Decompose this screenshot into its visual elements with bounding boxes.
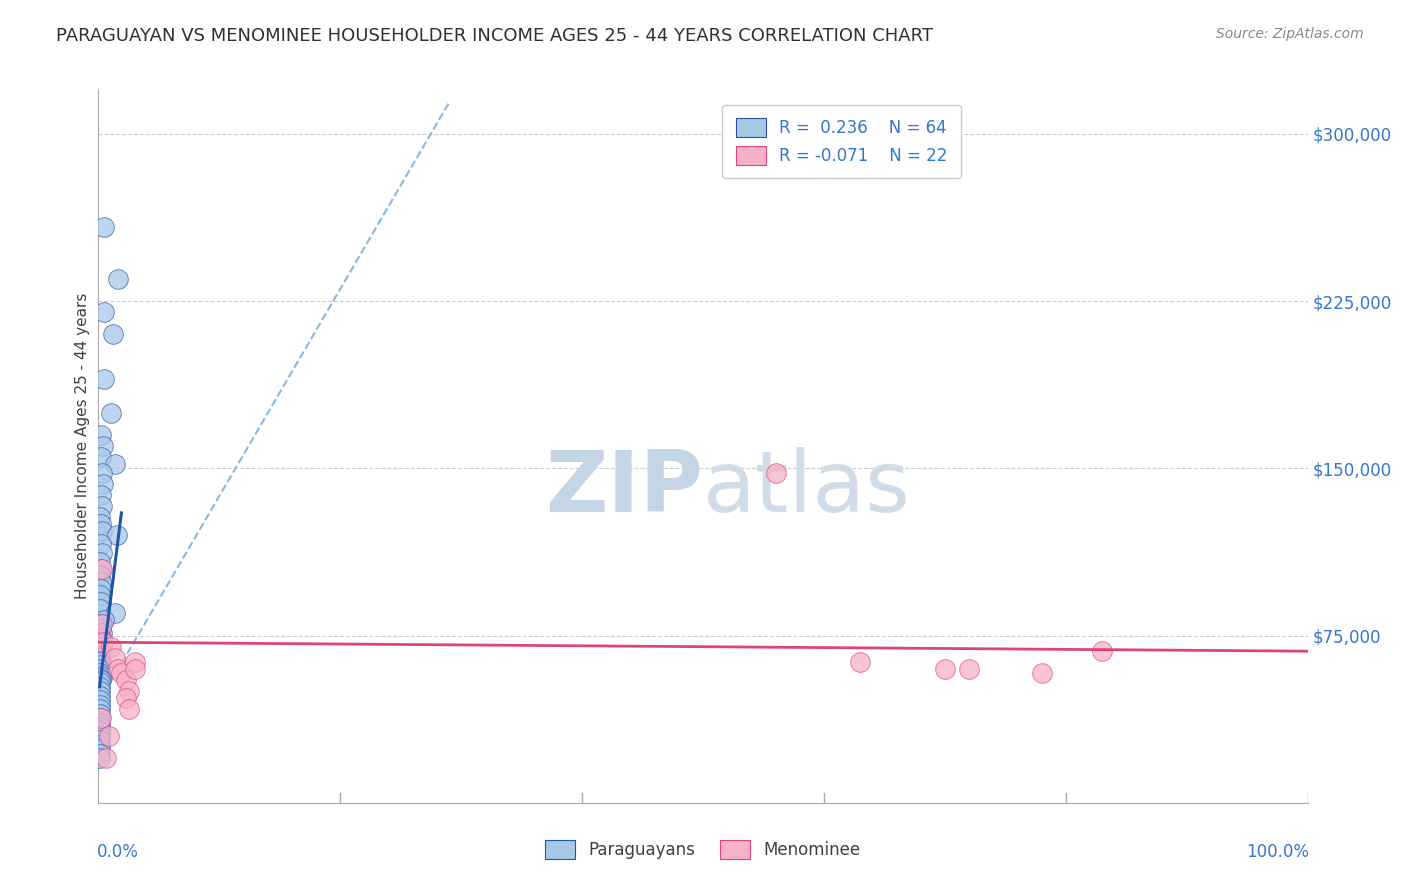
- Legend: R =  0.236    N = 64, R = -0.071    N = 22: R = 0.236 N = 64, R = -0.071 N = 22: [723, 104, 960, 178]
- Point: [849, 655, 872, 669]
- Point: [101, 327, 124, 342]
- Point: [98, 729, 121, 743]
- Point: [90, 427, 112, 442]
- Point: [107, 662, 129, 676]
- Point: [91, 635, 114, 649]
- Point: [124, 655, 146, 669]
- Point: [89, 733, 111, 747]
- Point: [90, 657, 112, 672]
- Point: [89, 680, 111, 694]
- Point: [91, 546, 114, 560]
- Point: [91, 439, 114, 453]
- Point: [107, 271, 129, 285]
- Point: [91, 562, 114, 576]
- Point: [90, 595, 112, 609]
- Point: [934, 662, 956, 676]
- Point: [104, 457, 127, 471]
- Point: [90, 517, 112, 532]
- Point: [89, 671, 111, 685]
- Point: [89, 738, 111, 752]
- Point: [89, 635, 111, 649]
- Point: [89, 742, 111, 756]
- Point: [89, 666, 111, 681]
- Point: [91, 524, 114, 538]
- Text: ZIP: ZIP: [546, 447, 703, 531]
- Point: [89, 729, 111, 743]
- Point: [89, 648, 111, 663]
- Point: [90, 622, 112, 636]
- Point: [94, 751, 117, 765]
- Point: [89, 589, 111, 603]
- Point: [90, 537, 112, 551]
- Text: atlas: atlas: [703, 447, 911, 531]
- Point: [118, 684, 141, 698]
- Point: [90, 617, 112, 632]
- Point: [89, 751, 111, 765]
- Point: [93, 372, 115, 386]
- Text: Source: ZipAtlas.com: Source: ZipAtlas.com: [1216, 27, 1364, 41]
- Point: [89, 601, 111, 615]
- Point: [765, 466, 787, 480]
- Point: [93, 305, 115, 319]
- Point: [89, 747, 111, 761]
- Point: [91, 500, 114, 514]
- Point: [100, 405, 122, 419]
- Point: [90, 711, 112, 725]
- Point: [91, 626, 114, 640]
- Point: [89, 724, 111, 739]
- Point: [90, 574, 112, 589]
- Point: [90, 669, 112, 683]
- Y-axis label: Householder Income Ages 25 - 44 years: Householder Income Ages 25 - 44 years: [75, 293, 90, 599]
- Point: [957, 662, 980, 676]
- Point: [89, 715, 111, 730]
- Point: [90, 631, 112, 645]
- Point: [93, 220, 115, 235]
- Point: [91, 617, 114, 632]
- Text: 100.0%: 100.0%: [1246, 843, 1309, 861]
- Point: [105, 528, 128, 542]
- Point: [89, 568, 111, 582]
- Point: [91, 476, 114, 491]
- Point: [89, 706, 111, 721]
- Point: [89, 675, 111, 690]
- Point: [90, 673, 112, 687]
- Point: [118, 702, 141, 716]
- Point: [110, 666, 132, 681]
- Point: [91, 466, 114, 480]
- Point: [100, 640, 122, 654]
- Point: [104, 651, 127, 665]
- Point: [89, 555, 111, 569]
- Point: [90, 651, 112, 665]
- Point: [104, 607, 127, 621]
- Point: [89, 720, 111, 734]
- Point: [89, 702, 111, 716]
- Point: [90, 582, 112, 596]
- Point: [89, 693, 111, 707]
- Point: [115, 673, 138, 687]
- Point: [90, 450, 112, 464]
- Point: [89, 662, 111, 676]
- Point: [1031, 666, 1053, 681]
- Point: [1091, 644, 1114, 658]
- Point: [91, 644, 114, 658]
- Point: [90, 562, 112, 576]
- Point: [89, 711, 111, 725]
- Point: [89, 698, 111, 712]
- Point: [93, 613, 115, 627]
- Point: [124, 662, 146, 676]
- Point: [89, 684, 111, 698]
- Point: [115, 690, 138, 705]
- Point: [89, 510, 111, 524]
- Point: [90, 488, 112, 502]
- Text: 0.0%: 0.0%: [97, 843, 139, 861]
- Point: [90, 640, 112, 654]
- Point: [89, 689, 111, 703]
- Text: PARAGUAYAN VS MENOMINEE HOUSEHOLDER INCOME AGES 25 - 44 YEARS CORRELATION CHART: PARAGUAYAN VS MENOMINEE HOUSEHOLDER INCO…: [56, 27, 934, 45]
- Point: [89, 655, 111, 669]
